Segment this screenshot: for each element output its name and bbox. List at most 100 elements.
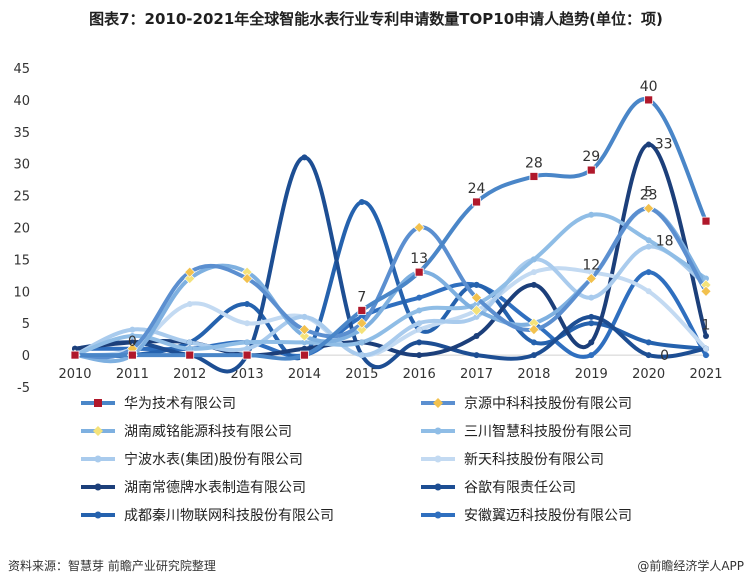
series-marker-1: [528, 324, 540, 336]
legend-swatch: [421, 455, 455, 463]
series-marker-0: [357, 306, 367, 315]
legend-swatch: [81, 455, 115, 463]
series-marker-7: [530, 352, 537, 359]
series-marker-1: [643, 202, 655, 214]
data-label: 1: [702, 318, 711, 334]
series-marker-1: [413, 222, 425, 233]
legend-swatch: [81, 511, 115, 519]
data-label: 13: [410, 251, 428, 267]
legend-swatch-marker: [434, 455, 442, 463]
series-marker-9: [588, 352, 595, 359]
data-label: 12: [582, 258, 600, 274]
legend-swatch: [81, 483, 115, 491]
series-marker-7: [416, 339, 423, 346]
data-label: 23: [640, 187, 658, 203]
legend-item: 华为技术有限公司: [80, 392, 236, 414]
series-line-0: [73, 97, 708, 361]
legend-label: 华为技术有限公司: [124, 396, 236, 412]
series-marker-0: [472, 197, 481, 207]
x-tick-label: 2018: [517, 367, 550, 382]
series-marker-4: [358, 352, 365, 359]
legend-swatch: [81, 426, 115, 436]
legend-label: 宁波水表(集团)股份有限公司: [124, 452, 303, 468]
legend-swatch-marker: [94, 399, 102, 407]
y-tick-label: 25: [13, 190, 30, 205]
brand-note: @前瞻经济学人APP: [637, 559, 744, 573]
legend-swatch-marker: [94, 511, 102, 519]
series-marker-3: [186, 345, 193, 352]
series-marker-7: [645, 352, 652, 359]
source-note: 资料来源：智慧芽 前瞻产业研究院整理: [8, 559, 216, 573]
legend-item: 三川智慧科技股份有限公司: [420, 420, 632, 442]
series-marker-5: [645, 288, 652, 295]
legend-swatch: [421, 398, 455, 408]
series-marker-3: [530, 256, 537, 263]
x-tick-label: 2014: [288, 367, 321, 382]
series-marker-1: [585, 273, 597, 284]
series-marker-6: [301, 345, 308, 352]
y-tick-label: 20: [13, 222, 30, 237]
data-label: 0: [660, 348, 669, 364]
data-label: 18: [656, 233, 674, 249]
series-marker-5: [416, 326, 423, 333]
series-marker-0: [644, 95, 654, 105]
series-marker-0: [185, 350, 195, 360]
legend-item: 湖南威铭能源科技有限公司: [80, 420, 292, 442]
x-tick-label: 2017: [460, 367, 493, 382]
series-marker-6: [416, 352, 423, 359]
legend-label: 湖南常德牌水表制造有限公司: [124, 480, 306, 496]
series-marker-2: [356, 324, 368, 336]
legend-item: 安徽翼迈科技股份有限公司: [420, 504, 632, 526]
data-label: 33: [655, 137, 673, 153]
y-tick-label: 35: [13, 126, 30, 141]
series-marker-4: [416, 320, 423, 327]
data-label: 0: [128, 334, 137, 350]
y-tick-label: 5: [22, 317, 30, 332]
series-marker-5: [588, 269, 595, 276]
series-marker-7: [588, 313, 595, 320]
series-marker-3: [301, 339, 308, 346]
legend-swatch: [421, 427, 455, 435]
series-marker-9: [358, 313, 365, 320]
series-marker-1: [184, 266, 196, 278]
x-tick-label: 2012: [173, 367, 206, 382]
series-marker-5: [703, 345, 709, 352]
legend-swatch-marker: [434, 511, 442, 519]
y-tick-label: 45: [13, 62, 30, 77]
series-marker-4: [645, 243, 652, 250]
y-tick-label: 0: [22, 349, 30, 364]
legend-swatch-marker: [93, 426, 103, 436]
legend-swatch-marker: [434, 427, 442, 435]
series-marker-9: [703, 352, 709, 359]
y-tick-label: 10: [13, 285, 30, 300]
series-marker-1: [471, 292, 482, 304]
data-label: 29: [582, 149, 600, 165]
series-marker-9: [645, 269, 652, 276]
series-marker-0: [300, 350, 309, 360]
series-marker-4: [301, 313, 308, 320]
series-marker-4: [186, 339, 193, 346]
data-label: 5: [644, 184, 653, 200]
legend-swatch: [81, 399, 115, 407]
legend-item: 新天科技股份有限公司: [420, 448, 604, 470]
series-marker-6: [129, 339, 136, 346]
series-marker-3: [645, 237, 652, 244]
legend-swatch: [421, 511, 455, 519]
series-marker-0: [586, 165, 596, 175]
series-marker-1: [241, 273, 253, 284]
y-tick-label: -5: [17, 381, 30, 396]
y-tick-label: 40: [13, 94, 30, 109]
series-marker-3: [244, 339, 251, 346]
series-marker-0: [414, 267, 424, 277]
series-marker-1: [700, 285, 712, 297]
series-marker-3: [416, 307, 423, 314]
series-marker-2: [299, 330, 310, 342]
legend-item: 谷歆有限责任公司: [420, 476, 576, 498]
legend-item: 湖南常德牌水表制造有限公司: [80, 476, 306, 498]
x-tick-label: 2016: [403, 367, 436, 382]
series-line-8: [73, 199, 708, 361]
series-marker-8: [244, 301, 251, 308]
series-marker-1: [356, 317, 368, 329]
series-marker-4: [588, 294, 595, 301]
